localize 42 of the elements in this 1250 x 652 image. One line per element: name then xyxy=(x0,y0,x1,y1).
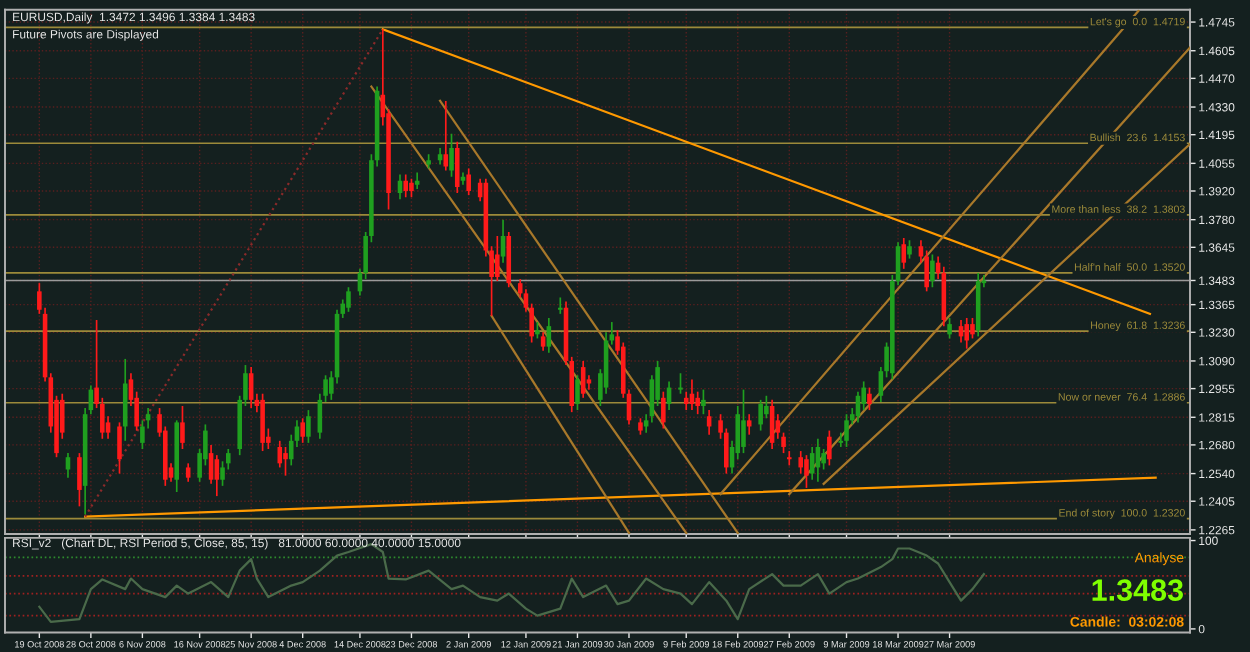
candlestick xyxy=(506,231,512,289)
candlestick xyxy=(449,132,454,178)
candlestick xyxy=(764,394,769,420)
candlestick xyxy=(495,235,500,282)
candlestick xyxy=(947,317,952,340)
candlestick xyxy=(804,454,809,489)
candlestick xyxy=(827,429,832,467)
candlestick xyxy=(409,177,414,198)
candlestick xyxy=(300,417,305,444)
candlestick xyxy=(277,439,283,469)
candlestick xyxy=(867,386,872,411)
candlestick xyxy=(403,173,409,198)
candlestick xyxy=(821,448,826,471)
candlestick xyxy=(306,409,311,444)
candlestick xyxy=(930,253,935,289)
candlestick xyxy=(844,413,849,448)
candlestick xyxy=(185,462,191,483)
candlestick xyxy=(117,421,122,475)
candlestick xyxy=(540,331,546,352)
candlestick xyxy=(454,141,460,194)
candlestick xyxy=(77,452,82,508)
candlestick xyxy=(283,446,288,477)
candlestick xyxy=(701,388,706,416)
candlestick xyxy=(558,296,563,315)
candlestick xyxy=(964,317,970,350)
candlestick xyxy=(683,390,689,411)
candlestick xyxy=(180,405,185,450)
candlestick xyxy=(575,374,580,411)
candlestick xyxy=(786,450,792,467)
candlestick xyxy=(260,392,265,452)
candlestick xyxy=(346,286,351,313)
candlestick xyxy=(122,358,128,442)
candlestick xyxy=(678,372,683,395)
candlestick xyxy=(661,390,666,430)
candlestick xyxy=(758,399,763,432)
candlestick xyxy=(901,237,907,270)
candlestick xyxy=(466,167,471,196)
candlestick xyxy=(775,413,781,440)
candlestick xyxy=(907,239,912,260)
candlestick xyxy=(741,388,746,454)
candlestick xyxy=(970,317,975,340)
annotation: 1.3483 xyxy=(1092,579,1183,601)
